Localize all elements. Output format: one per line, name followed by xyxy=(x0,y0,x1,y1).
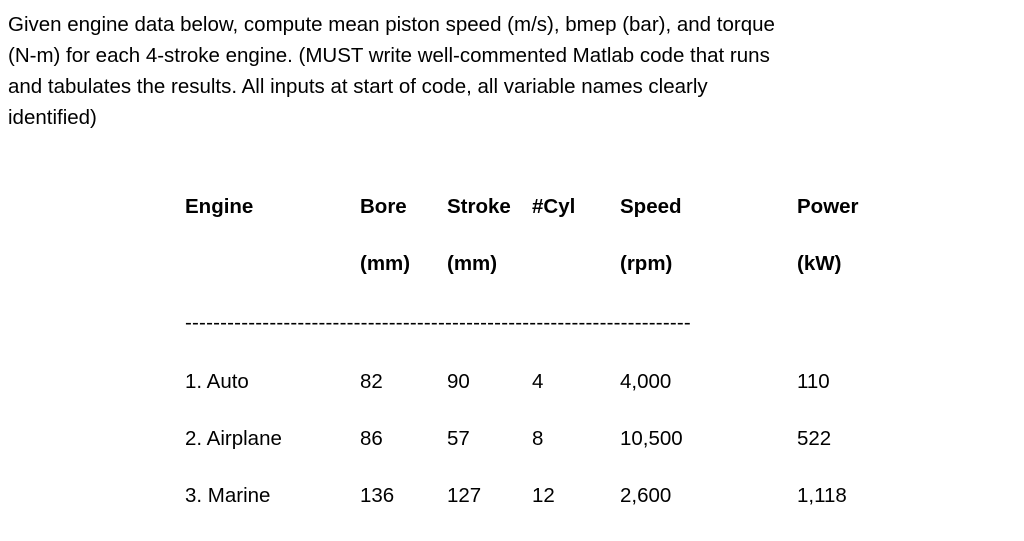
problem-statement: Given engine data below, compute mean pi… xyxy=(8,9,1018,133)
unit-bore: (mm) xyxy=(360,252,411,275)
cell-speed: 2,600 xyxy=(620,484,672,507)
header-power: Power xyxy=(797,195,859,218)
cell-cylinders: 8 xyxy=(532,427,544,450)
cell-bore: 86 xyxy=(360,427,383,450)
header-bore: Bore xyxy=(360,195,407,218)
cell-power: 110 xyxy=(797,370,830,393)
problem-line-1: Given engine data below, compute mean pi… xyxy=(8,13,775,36)
cell-stroke: 127 xyxy=(447,484,482,507)
table-separator: ----------------------------------------… xyxy=(185,311,691,334)
cell-cylinders: 4 xyxy=(532,370,544,393)
cell-bore: 82 xyxy=(360,370,383,393)
cell-engine: 1. Auto xyxy=(185,370,249,393)
header-engine: Engine xyxy=(185,195,254,218)
cell-speed: 4,000 xyxy=(620,370,672,393)
cell-power: 522 xyxy=(797,427,832,450)
cell-engine: 3. Marine xyxy=(185,484,271,507)
unit-stroke: (mm) xyxy=(447,252,498,275)
cell-bore: 136 xyxy=(360,484,395,507)
unit-speed: (rpm) xyxy=(620,252,673,275)
problem-line-3: and tabulates the results. All inputs at… xyxy=(8,75,708,98)
cell-power: 1,118 xyxy=(797,484,847,507)
cell-speed: 10,500 xyxy=(620,427,683,450)
cell-stroke: 57 xyxy=(447,427,470,450)
problem-line-2: (N-m) for each 4-stroke engine. (MUST wr… xyxy=(8,44,770,67)
header-cylinders: #Cyl xyxy=(532,195,576,218)
problem-line-4: identified) xyxy=(8,106,97,129)
cell-stroke: 90 xyxy=(447,370,470,393)
cell-engine: 2. Airplane xyxy=(185,427,282,450)
unit-power: (kW) xyxy=(797,252,842,275)
cell-cylinders: 12 xyxy=(532,484,555,507)
header-stroke: Stroke xyxy=(447,195,511,218)
header-speed: Speed xyxy=(620,195,682,218)
